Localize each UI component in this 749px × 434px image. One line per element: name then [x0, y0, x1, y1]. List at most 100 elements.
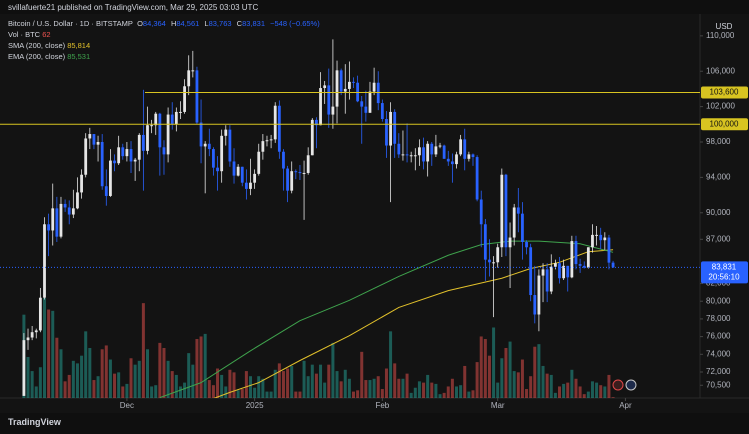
volume-bar	[417, 381, 421, 398]
candle-body	[30, 332, 34, 338]
volume-bar	[487, 355, 491, 398]
volume-bar	[26, 356, 30, 398]
volume-bar	[92, 380, 96, 398]
candle-body	[591, 234, 594, 248]
candle-body	[418, 147, 421, 156]
volume-bar	[545, 373, 549, 398]
candle-body	[80, 174, 83, 193]
volume-bar	[220, 374, 224, 398]
candle-body	[195, 70, 199, 123]
candle-body	[595, 234, 598, 236]
candle-body	[599, 234, 603, 241]
candle-body	[570, 241, 574, 278]
volume-bar	[141, 303, 145, 398]
volume-bar	[253, 387, 257, 398]
volume-bar	[261, 378, 265, 398]
symbol: Bitcoin / U.S. Dollar · 1D · BITSTAMP	[8, 19, 133, 28]
volume-bar	[446, 386, 450, 398]
candle-body	[104, 186, 108, 196]
candle-body	[372, 82, 376, 92]
volume-bar	[347, 378, 351, 398]
currency-label: USD	[716, 22, 733, 31]
change: −548 (−0.65%)	[270, 19, 320, 28]
y-tick-label: 98,000	[706, 137, 731, 146]
volume-bar	[319, 364, 323, 398]
volume-bar	[30, 371, 34, 398]
candle-body	[413, 155, 417, 157]
candle-body	[471, 154, 475, 158]
candle-body	[220, 135, 224, 172]
volume-bar	[170, 371, 174, 398]
level-label-box	[701, 86, 748, 99]
volume-bar	[603, 386, 607, 398]
volume-bar	[269, 391, 273, 398]
volume-bar	[211, 385, 215, 398]
candle-body	[141, 134, 145, 151]
candle-body	[492, 262, 495, 264]
volume-bar	[183, 382, 187, 398]
candle-body	[203, 143, 207, 147]
ohlc-label: L	[204, 19, 209, 28]
last-price-box	[701, 261, 748, 284]
candle-body	[166, 114, 170, 155]
candle-body	[504, 174, 508, 248]
volume-bar	[368, 380, 372, 398]
candle-body	[488, 259, 491, 263]
candle-body	[558, 263, 561, 279]
y-tick-label: 72,000	[706, 367, 731, 376]
volume-bar	[75, 363, 79, 398]
candle-body	[401, 154, 405, 156]
candle-body	[298, 172, 302, 174]
candle-body	[582, 265, 586, 268]
event-icon[interactable]	[625, 379, 637, 391]
volume-row: Vol · BTC 62	[8, 29, 323, 40]
candle-body	[343, 88, 347, 92]
volume-bar	[125, 383, 129, 398]
volume-bar	[364, 380, 368, 398]
volume-bar	[442, 392, 446, 398]
candle-body	[212, 149, 215, 168]
candle-body	[273, 105, 277, 140]
volume-bar	[422, 382, 426, 398]
volume-bar	[310, 364, 314, 398]
volume-bar	[137, 360, 141, 398]
volume-bar	[492, 327, 496, 398]
volume-bar	[500, 358, 504, 398]
volume-bar	[323, 382, 327, 398]
candle-body	[34, 330, 38, 333]
candle-body	[483, 224, 487, 260]
volume-bar	[533, 346, 537, 398]
level-label: 103,600	[710, 88, 739, 97]
volume-bar	[80, 355, 84, 398]
volume-bar	[178, 386, 182, 398]
volume-bar	[51, 310, 55, 398]
last-price-label: 83,831	[712, 262, 737, 271]
x-tick-label: Dec	[120, 401, 134, 410]
candle-body	[434, 146, 438, 155]
volume-bar	[34, 386, 38, 398]
candle-body	[512, 207, 516, 238]
candle-body	[467, 154, 471, 159]
volume-bar	[549, 374, 553, 398]
volume-bar	[55, 337, 59, 398]
candle-body	[286, 168, 289, 191]
candle-body	[265, 140, 269, 142]
x-tick-label: 2025	[246, 401, 264, 410]
volume-bar	[475, 362, 479, 398]
event-icon[interactable]	[612, 379, 624, 391]
volume-bar	[314, 373, 318, 398]
candle-body	[422, 147, 425, 162]
symbol-row: Bitcoin / U.S. Dollar · 1D · BITSTAMP O8…	[8, 18, 323, 29]
volume-bar	[496, 382, 500, 398]
ohlc-value: 84,364	[142, 19, 166, 28]
candle-body	[59, 203, 63, 237]
volume-bar	[590, 381, 594, 398]
candle-body	[475, 157, 479, 200]
volume-bar	[558, 386, 562, 398]
candle-body	[199, 122, 203, 147]
candle-body	[562, 265, 566, 279]
candle-body	[22, 340, 26, 396]
indicator-line	[213, 249, 614, 398]
y-tick-label: 74,000	[706, 349, 731, 358]
